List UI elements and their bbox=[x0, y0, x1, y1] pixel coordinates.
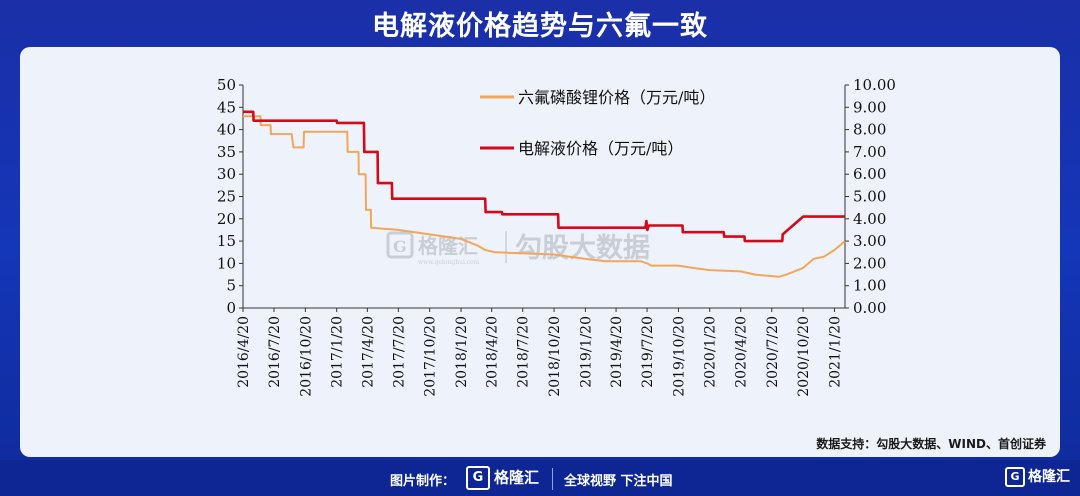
right-tick-label: 0.00 bbox=[853, 299, 886, 317]
right-tick-label: 7.00 bbox=[853, 143, 886, 161]
right-tick-label: 5.00 bbox=[853, 188, 886, 206]
left-tick-label: 45 bbox=[217, 98, 236, 116]
x-tick-label: 2020/4/20 bbox=[734, 316, 750, 388]
corner-logo-icon: G bbox=[1005, 467, 1025, 487]
data-source: 数据支持：勾股大数据、WIND、首创证券 bbox=[816, 437, 1046, 451]
x-tick-label: 2017/4/20 bbox=[360, 316, 376, 388]
legend-label-1: 六氟磷酸锂价格（万元/吨） bbox=[518, 88, 715, 107]
x-tick-label: 2019/10/20 bbox=[671, 316, 687, 397]
right-tick-label: 10.00 bbox=[853, 76, 896, 94]
right-tick-label: 9.00 bbox=[853, 98, 886, 116]
x-tick-label: 2021/1/20 bbox=[827, 316, 843, 388]
left-tick-label: 40 bbox=[217, 121, 236, 139]
left-tick-label: 0 bbox=[226, 299, 236, 317]
logo-icon: G bbox=[466, 466, 490, 490]
left-tick-label: 30 bbox=[217, 165, 236, 183]
right-tick-label: 6.00 bbox=[853, 165, 886, 183]
chart: G 格隆汇 www.gelonghui.com 勾股大数据 0510152025… bbox=[217, 76, 896, 397]
legend: 六氟磷酸锂价格（万元/吨） 电解液价格（万元/吨） bbox=[480, 88, 715, 158]
left-tick-label: 35 bbox=[217, 143, 236, 161]
right-tick-label: 2.00 bbox=[853, 254, 886, 272]
left-tick-label: 50 bbox=[217, 76, 236, 94]
right-tick-label: 4.00 bbox=[853, 210, 886, 228]
legend-label-2: 电解液价格（万元/吨） bbox=[518, 139, 683, 158]
x-tick-label: 2020/7/20 bbox=[765, 316, 781, 388]
right-tick-label: 1.00 bbox=[853, 277, 886, 295]
x-tick-label: 2018/7/20 bbox=[516, 316, 532, 388]
corner-logo[interactable]: G 格隆汇 bbox=[1005, 466, 1070, 487]
series bbox=[243, 110, 846, 278]
x-tick-label: 2017/7/20 bbox=[391, 316, 407, 388]
left-tick-label: 5 bbox=[226, 277, 236, 295]
footer-logo-text: 格隆汇 bbox=[494, 468, 540, 487]
series-line-1 bbox=[243, 115, 846, 278]
corner-logo-text: 格隆汇 bbox=[1028, 469, 1070, 485]
right-tick-label: 8.00 bbox=[853, 121, 886, 139]
left-tick-label: 20 bbox=[217, 210, 236, 228]
watermark-logo-icon bbox=[386, 231, 414, 259]
left-tick-label: 15 bbox=[217, 232, 236, 250]
x-tick-label: 2018/10/20 bbox=[547, 316, 563, 397]
watermark-url: www.gelonghui.com bbox=[418, 259, 480, 266]
watermark-logo-glyph: G bbox=[393, 237, 407, 256]
footer-slogan: 全球视野 下注中国 bbox=[564, 474, 673, 489]
right-tick-label: 3.00 bbox=[853, 232, 886, 250]
x-tick-label: 2019/7/20 bbox=[640, 316, 656, 388]
x-tick-label: 2016/4/20 bbox=[236, 316, 252, 388]
page-title: 电解液价格趋势与六氟一致 bbox=[372, 11, 708, 42]
series-line-2 bbox=[243, 110, 845, 243]
left-tick-label: 25 bbox=[217, 188, 236, 206]
x-tick-label: 2016/10/20 bbox=[298, 316, 314, 397]
x-tick-label: 2016/7/20 bbox=[267, 316, 283, 388]
left-tick-label: 10 bbox=[217, 254, 236, 272]
x-tick-label: 2018/4/20 bbox=[485, 316, 501, 388]
x-tick-label: 2017/10/20 bbox=[423, 316, 439, 397]
x-tick-label: 2020/1/20 bbox=[703, 316, 719, 388]
x-tick-label: 2019/1/20 bbox=[578, 316, 594, 388]
x-tick-label: 2018/1/20 bbox=[454, 316, 470, 388]
footer-bar: 图片制作： G 格隆汇 全球视野 下注中国 bbox=[0, 460, 1080, 496]
axes: 0 5 10 15 20 25 30 35 40 45 50 0.00 1.00 2.00 3.00 4.00… bbox=[217, 76, 896, 397]
x-tick-label: 2017/1/20 bbox=[330, 316, 346, 388]
x-tick-label: 2020/10/20 bbox=[796, 316, 812, 397]
x-tick-label: 2019/4/20 bbox=[609, 316, 625, 388]
footer-divider bbox=[552, 468, 553, 490]
footer-logo[interactable]: G 格隆汇 bbox=[466, 466, 539, 490]
chart-panel: G 格隆汇 www.gelonghui.com 勾股大数据 0 5 10 15 20 25… bbox=[20, 47, 1060, 457]
footer-made-label: 图片制作： bbox=[390, 474, 456, 489]
